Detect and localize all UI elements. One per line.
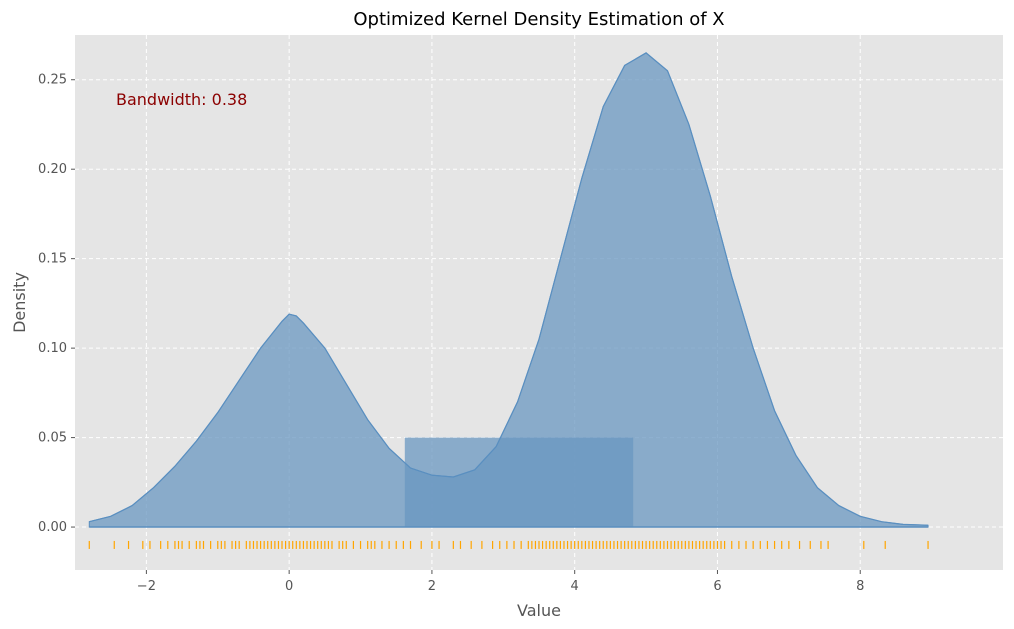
y-tick-label: 0.10	[38, 341, 67, 356]
rug-marks	[88, 540, 929, 549]
axes: −2 0 2 4 6 8 0.00 0.05 0.10 0.15 0.20 0.25	[38, 73, 864, 594]
x-tick-label: 6	[713, 579, 721, 594]
x-axis-label: Value	[517, 601, 561, 620]
y-tick-label: 0.05	[38, 431, 67, 446]
y-axis-label: Density	[10, 272, 29, 333]
x-tick-label: 0	[285, 579, 293, 594]
density-line	[89, 52, 929, 526]
x-tick-label: 2	[428, 579, 436, 594]
y-tick-label: 0.00	[38, 520, 67, 535]
x-tick-label: 8	[856, 579, 864, 594]
x-tick-label: −2	[137, 579, 156, 594]
chart-title: Optimized Kernel Density Estimation of X	[353, 9, 724, 30]
density-area	[88, 52, 929, 528]
x-tick-label: 4	[571, 579, 579, 594]
bandwidth-annotation: Bandwidth: 0.38	[116, 90, 247, 109]
y-tick-label: 0.20	[38, 162, 67, 177]
y-tick-label: 0.25	[38, 73, 67, 88]
y-tick-label: 0.15	[38, 252, 67, 267]
